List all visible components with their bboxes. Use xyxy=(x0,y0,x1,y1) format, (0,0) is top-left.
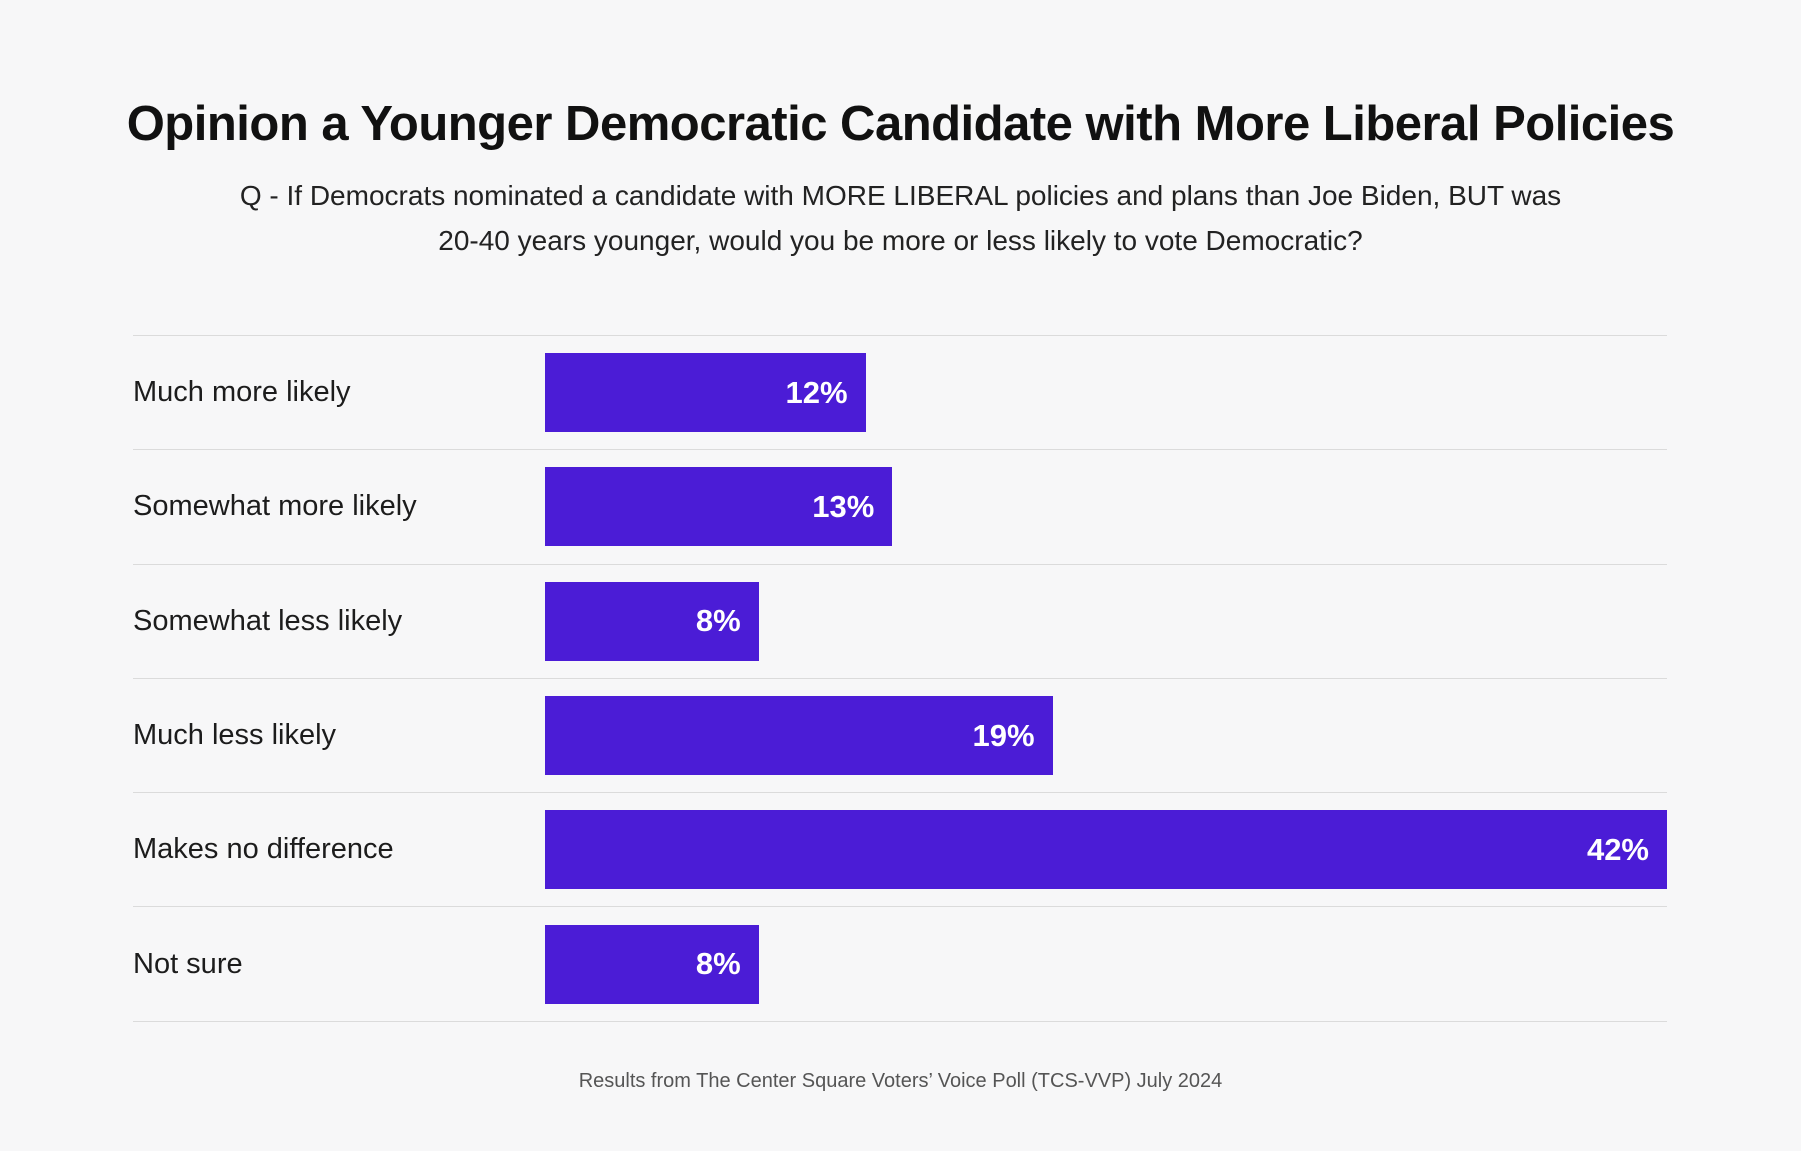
category-label: Somewhat less likely xyxy=(133,604,403,637)
value-bar: 8% xyxy=(545,924,759,1004)
category-label: Not sure xyxy=(133,947,243,980)
category-label: Makes no difference xyxy=(133,833,394,866)
bar-track: 42% xyxy=(545,810,1667,890)
value-bar: 19% xyxy=(545,696,1053,776)
subtitle-line-2: 20-40 years younger, would you be more o… xyxy=(438,225,1363,256)
bar-track: 12% xyxy=(545,353,1667,433)
category-label: Somewhat more likely xyxy=(133,490,417,523)
value-bar: 42% xyxy=(545,810,1667,890)
category-label: Much more likely xyxy=(133,376,351,409)
value-bar: 13% xyxy=(545,467,893,547)
value-label: 12% xyxy=(785,374,848,410)
bar-track: 19% xyxy=(545,696,1667,776)
chart-row: Much less likely 19% xyxy=(133,677,1667,792)
value-label: 8% xyxy=(695,603,741,639)
chart-row: Somewhat less likely 8% xyxy=(133,563,1667,678)
value-label: 19% xyxy=(972,717,1035,753)
chart-row: Not sure 8% xyxy=(133,906,1667,1020)
value-bar: 12% xyxy=(545,353,866,433)
value-label: 13% xyxy=(812,488,875,524)
chart-subtitle: Q - If Democrats nominated a candidate w… xyxy=(0,173,1801,263)
value-label: 8% xyxy=(695,946,741,982)
bar-track: 8% xyxy=(545,581,1667,661)
subtitle-line-1: Q - If Democrats nominated a candidate w… xyxy=(239,180,1562,211)
category-label: Much less likely xyxy=(133,719,337,752)
source-note: Results from The Center Square Voters’ V… xyxy=(578,1070,1223,1092)
chart-title: Opinion a Younger Democratic Candidate w… xyxy=(126,97,1675,151)
chart-row: Makes no difference 42% xyxy=(133,792,1667,906)
bar-track: 8% xyxy=(545,924,1667,1004)
chart-row: Much more likely 12% xyxy=(133,335,1667,449)
bar-track: 13% xyxy=(545,467,1667,547)
value-bar: 8% xyxy=(545,581,759,661)
value-label: 42% xyxy=(1586,831,1649,867)
bar-chart: Much more likely 12% Somewhat more likel… xyxy=(133,335,1667,1022)
chart-row: Somewhat more likely 13% xyxy=(133,449,1667,563)
